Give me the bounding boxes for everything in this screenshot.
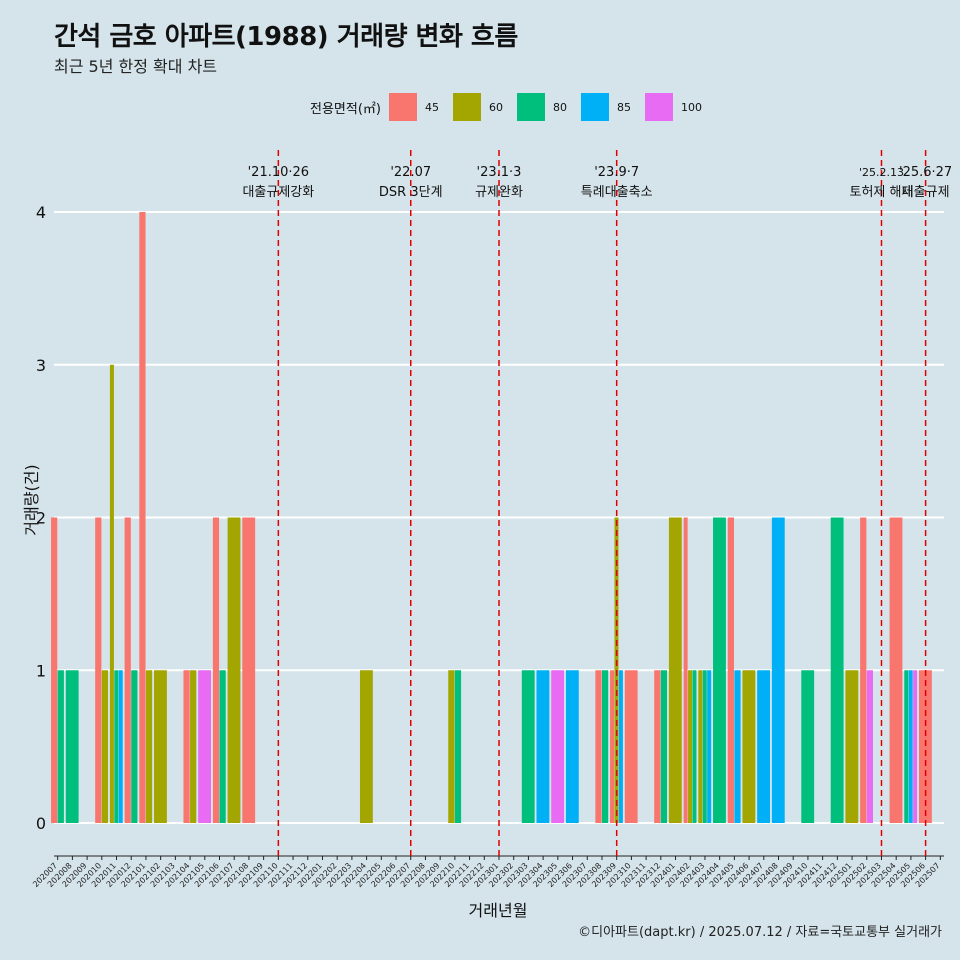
bar-60-202104 [190,670,197,823]
bar-85-202011 [118,670,123,823]
bar-85-202408 [771,517,785,823]
bar-100-202505 [913,670,918,823]
legend-swatch-45 [388,93,417,121]
event-label-1: DSR 3단계 [379,185,443,200]
bar-60-202501 [845,670,859,823]
bar-45-202308 [595,670,602,823]
event-label-4: 토허제 해제 [850,185,914,200]
bar-80-202106 [219,670,226,823]
bar-85-202405 [734,670,741,823]
legend-item-100: 100 [644,93,702,121]
bar-45-202502 [860,517,867,823]
bar-100-202502 [866,670,873,823]
bar-60-202204 [359,670,373,823]
bar-45-202310 [624,670,638,823]
bar-45-202312 [654,670,661,823]
event-label-5: 대출규제 [902,185,950,200]
bar-85-202309 [618,670,623,823]
y-tick-label: 3 [36,356,46,375]
bar-45-202504 [889,517,903,823]
bar-80-202403 [702,670,707,823]
y-tick-label: 4 [36,203,46,222]
event-label-3: 특례대출축소 [581,185,653,200]
bar-45-202106 [212,517,220,823]
bar-60-202403 [698,670,703,823]
bar-85-202407 [757,670,771,823]
bar-60-202107 [227,517,241,823]
bar-80-202410 [801,670,815,823]
bar-100-202105 [198,670,212,823]
bar-80-202011 [114,670,119,823]
legend-label-85: 85 [616,100,631,114]
bar-80-202404 [713,517,726,823]
event-label-2: 규제완화 [475,185,523,200]
legend-label-100: 100 [680,100,702,114]
bar-85-202306 [565,670,579,823]
bar-60-202402 [688,670,693,823]
legend-item-60: 60 [452,93,509,121]
bar-60-202102 [154,670,167,823]
event-date-1: '22.07 [390,165,431,180]
bar-80-202308 [601,670,609,823]
bar-85-202304 [536,670,550,823]
chart-title: 간석 금호 아파트(1988) 거래량 변화 흐름 [54,22,518,52]
legend-swatch-100 [644,93,673,121]
y-tick-label: 2 [36,509,46,528]
x-axis-label: 거래년월 [468,901,528,920]
bar-60-202011 [109,364,114,823]
bar-45-202010 [95,517,102,823]
legend-swatch-80 [516,93,545,121]
event-date-4: '25.2.13 [859,166,904,179]
bar-80-202505 [904,670,909,823]
legend-label-60: 60 [488,100,503,114]
y-tick-label: 0 [36,814,46,833]
bar-60-202406 [742,670,756,823]
bar-45-202101 [139,212,146,823]
bar-80-202210 [454,670,462,823]
event-date-0: '21.10·26 [248,165,309,180]
bar-45-202506 [918,670,932,823]
bar-45-202309 [610,670,615,823]
event-label-0: 대출규제강화 [242,185,314,200]
bar-60-202010 [101,670,109,823]
bar-80-202402 [692,670,697,823]
event-date-2: '23.1·3 [477,165,522,180]
legend-title: 전용면적(㎡) [310,101,381,117]
legend-label-80: 80 [552,100,567,114]
bar-60-202210 [448,670,455,823]
event-date-5: '25.6·27 [899,165,952,180]
caption: ©디아파트(dapt.kr) / 2025.07.12 / 자료=국토교통부 실… [578,925,942,940]
bar-80-202303 [521,670,535,823]
legend: 전용면적(㎡) 45 60 80 85 100 [310,93,710,121]
bar-85-202505 [908,670,913,823]
bar-85-202403 [707,670,712,823]
legend-item-45: 45 [388,93,445,121]
bar-60-202401 [668,517,682,823]
chart-subtitle: 최근 5년 한정 확대 차트 [54,57,218,76]
bar-60-202101 [145,670,153,823]
event-date-3: '23.9·7 [594,165,639,180]
bar-100-202305 [551,670,565,823]
bar-80-202012 [131,670,138,823]
y-axis-label: 거래량(건) [22,464,41,536]
bar-80-202007 [57,670,64,823]
bar-45-202007 [51,517,58,823]
bar-45-202104 [183,670,190,823]
legend-label-45: 45 [424,100,439,114]
legend-item-85: 85 [580,93,637,121]
bar-45-202405 [727,517,734,823]
bar-45-202012 [124,517,131,823]
bar-80-202008 [65,670,79,823]
bar-80-202312 [660,670,668,823]
legend-swatch-85 [580,93,609,121]
bar-45-202402 [683,517,688,823]
legend-swatch-60 [452,93,481,121]
bar-80-202412 [830,517,844,823]
bar-45-202108 [242,517,256,823]
legend-item-80: 80 [516,93,573,121]
y-tick-label: 1 [36,661,46,680]
